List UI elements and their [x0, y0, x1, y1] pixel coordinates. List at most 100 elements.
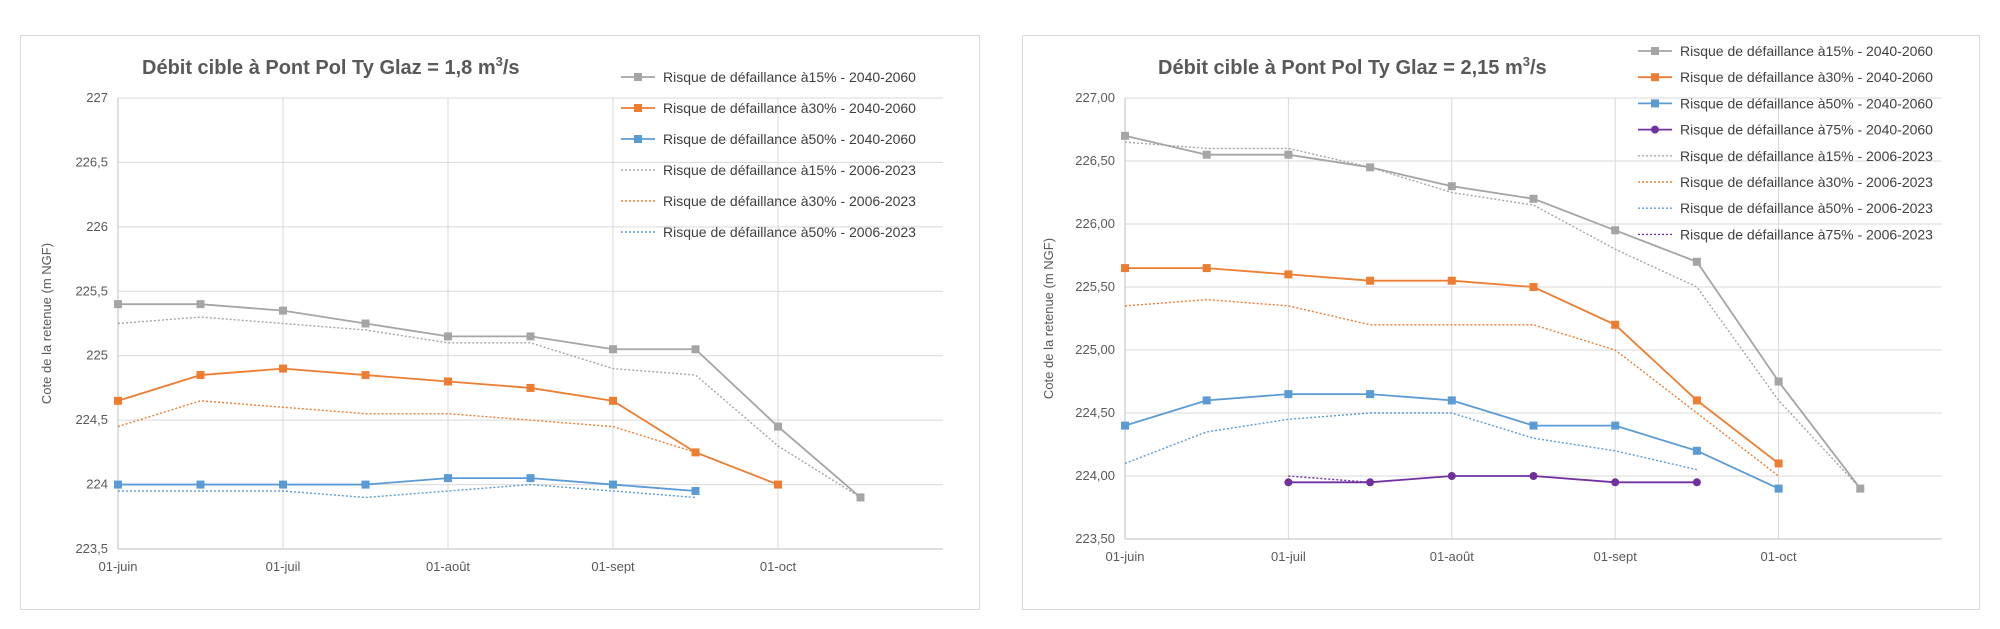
data-point [609, 345, 617, 354]
series-line [117, 316, 861, 499]
y-tick-label: 227,00 [1075, 90, 1115, 105]
data-point [609, 480, 617, 489]
data-point [774, 480, 782, 489]
series-line [118, 483, 696, 499]
legend-entry: Risque de défaillance à75% - 2006-2023 [1680, 226, 1933, 242]
data-point [1202, 150, 1211, 159]
x-tick-label: 01-sept [1594, 549, 1638, 564]
data-point [1529, 421, 1538, 430]
x-tick-label: 01-oct [760, 559, 797, 574]
series-line [117, 400, 779, 486]
data-point [114, 300, 122, 309]
data-point [361, 480, 370, 489]
y-tick-label: 224,5 [75, 412, 108, 427]
data-point [279, 364, 287, 373]
data-point [1447, 396, 1456, 405]
data-point [114, 480, 122, 489]
data-point [1529, 283, 1538, 291]
y-tick-label: 224,00 [1075, 468, 1115, 483]
legend-marker [1651, 125, 1659, 134]
data-point [1202, 396, 1211, 405]
chart-title: Débit cible à Pont Pol Ty Glaz = 1,8 m3/… [142, 54, 520, 79]
y-tick-label: 226 [86, 219, 108, 234]
data-point [1774, 484, 1783, 493]
y-tick-label: 226,5 [75, 154, 108, 169]
legend-marker [634, 135, 642, 143]
data-point [1121, 421, 1129, 430]
chart-panel-left: Débit cible à Pont Pol Ty Glaz = 1,8 m3/… [20, 35, 980, 610]
data-point [1611, 478, 1620, 487]
data-point [196, 480, 205, 489]
data-point [1692, 396, 1701, 405]
data-point [1284, 390, 1293, 399]
series-line [118, 303, 862, 499]
legend-entry: Risque de défaillance à15% - 2040-2060 [663, 69, 916, 85]
data-point [774, 422, 782, 431]
x-tick-label: 01-août [1430, 549, 1474, 564]
series-line [118, 477, 696, 492]
data-point [1774, 459, 1783, 468]
y-tick-label: 224,50 [1075, 405, 1115, 420]
data-point [1611, 320, 1620, 329]
data-point [1856, 484, 1865, 493]
y-tick-label: 225 [86, 348, 108, 363]
x-tick-label: 01-août [426, 559, 470, 574]
x-tick-label: 01-juil [266, 559, 301, 574]
y-tick-label: 226,50 [1075, 153, 1115, 168]
data-point [1366, 163, 1375, 172]
data-point [1447, 472, 1456, 480]
series-line [1124, 412, 1698, 471]
data-point [1692, 478, 1701, 487]
legend-entry: Risque de défaillance à30% - 2040-2060 [1680, 69, 1933, 85]
legend-entry: Risque de défaillance à75% - 2040-2060 [1680, 122, 1933, 138]
data-point [1774, 377, 1783, 386]
data-point [1529, 194, 1538, 203]
y-tick-label: 225,50 [1075, 279, 1115, 294]
data-point [1284, 150, 1293, 159]
data-point [691, 345, 700, 354]
series-line [1288, 475, 1371, 483]
y-tick-label: 223,50 [1075, 531, 1115, 546]
chart-svg-right: Débit cible à Pont Pol Ty Glaz = 2,15 m3… [1041, 43, 1942, 564]
data-point [1366, 390, 1375, 399]
series-line [1124, 134, 1862, 490]
y-axis-label: Cote de la retenue (m NGF) [39, 243, 54, 404]
data-point [1366, 276, 1375, 285]
data-point [1692, 446, 1701, 455]
data-point [279, 480, 287, 489]
data-point [444, 332, 452, 341]
data-point [1121, 264, 1129, 273]
x-tick-label: 01-juin [1105, 549, 1144, 564]
legend-marker [1651, 99, 1659, 108]
x-tick-label: 01-juin [98, 559, 137, 574]
legend-entry: Risque de défaillance à15% - 2040-2060 [1680, 43, 1933, 59]
legend-entry: Risque de défaillance à50% - 2040-2060 [1680, 95, 1933, 111]
chart-panel-right: Débit cible à Pont Pol Ty Glaz = 2,15 m3… [1022, 35, 1980, 610]
legend-entry: Risque de défaillance à30% - 2006-2023 [663, 193, 916, 209]
data-point [526, 332, 535, 341]
data-point [444, 474, 452, 483]
legend-marker [634, 73, 642, 81]
chart-title: Débit cible à Pont Pol Ty Glaz = 2,15 m3… [1158, 54, 1547, 79]
y-tick-label: 225,5 [75, 283, 108, 298]
x-tick-label: 01-juil [1271, 549, 1306, 564]
y-tick-label: 226,00 [1075, 216, 1115, 231]
legend-entry: Risque de défaillance à50% - 2006-2023 [1680, 200, 1933, 216]
x-tick-label: 01-sept [591, 559, 635, 574]
legend-entry: Risque de défaillance à15% - 2006-2023 [663, 162, 916, 178]
data-point [691, 448, 700, 457]
y-tick-label: 224 [86, 477, 108, 492]
data-point [361, 319, 370, 328]
legend-marker [1651, 47, 1659, 55]
data-point [279, 306, 287, 315]
y-tick-label: 225,00 [1075, 342, 1115, 357]
chart-svg-left: Débit cible à Pont Pol Ty Glaz = 1,8 m3/… [39, 54, 943, 574]
data-point [1529, 472, 1538, 480]
data-point [609, 396, 617, 405]
data-point [361, 371, 370, 380]
data-point [1611, 226, 1620, 235]
legend-marker [1651, 73, 1659, 82]
data-point [1447, 276, 1456, 285]
legend-entry: Risque de défaillance à50% - 2006-2023 [663, 224, 916, 240]
series-line [1288, 475, 1697, 484]
